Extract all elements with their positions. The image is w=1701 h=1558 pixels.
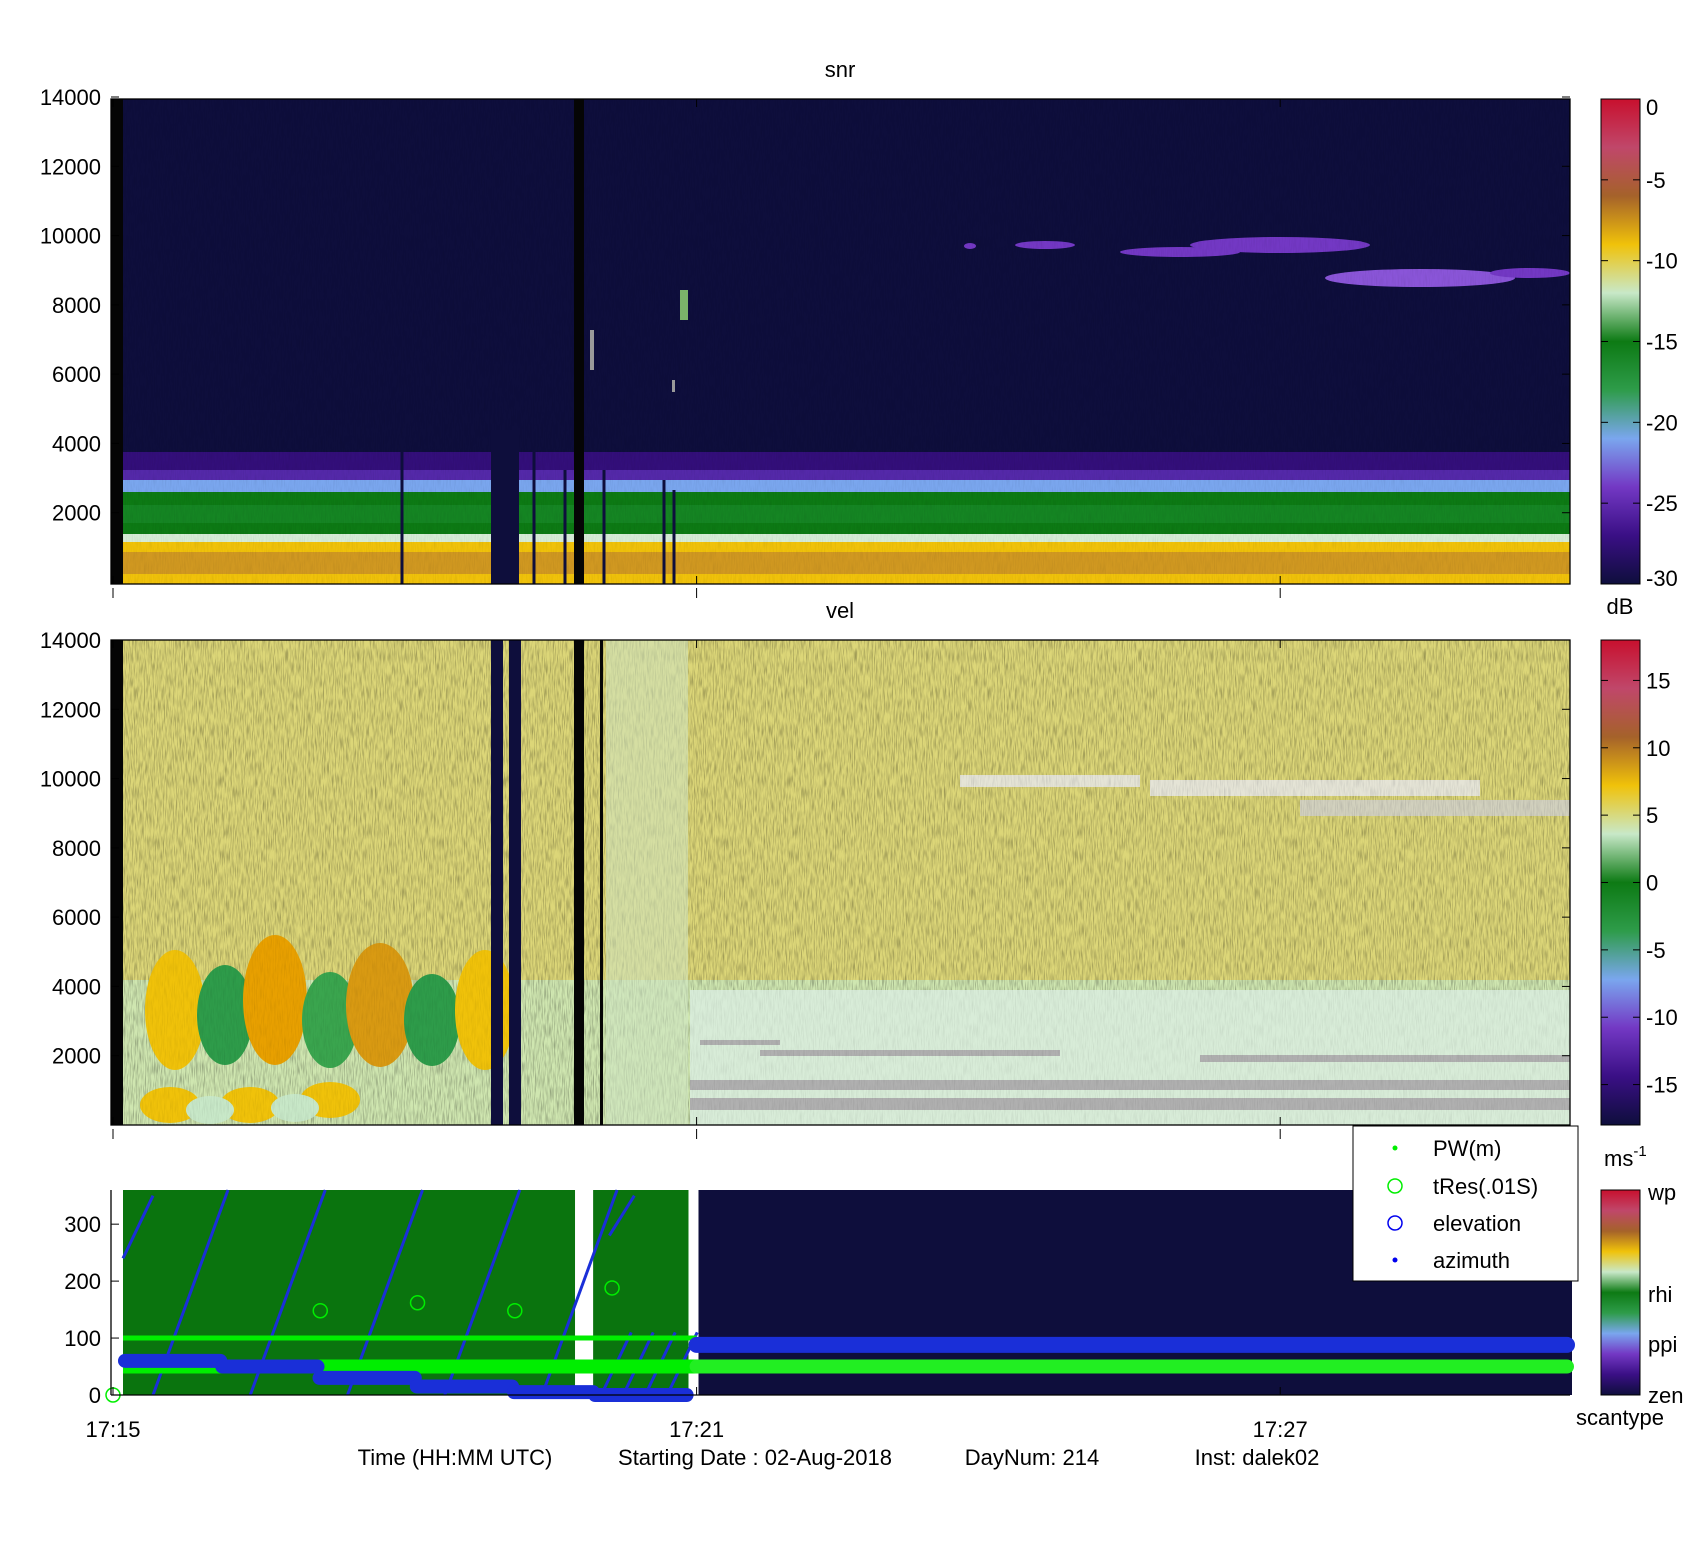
legend-marker-tres	[1387, 1178, 1403, 1194]
vel-cb-label: 0	[1646, 871, 1658, 896]
day-number: DayNum: 214	[965, 1445, 1100, 1470]
vel-cb-label: 10	[1646, 736, 1670, 761]
scantype-tick-rhi: rhi	[1648, 1282, 1672, 1307]
legend-item-elevation: elevation	[1387, 1211, 1521, 1236]
legend-label-tres: tRes(.01S)	[1433, 1174, 1538, 1199]
scan-ytick-label: 100	[64, 1326, 101, 1351]
vel-ytick-label: 6000	[52, 905, 101, 930]
azimuth-sweep	[121, 1195, 155, 1259]
snr-cb-label: -5	[1646, 168, 1666, 193]
scan-xtick-label: 17:21	[669, 1417, 724, 1442]
scantype-colorbar-label: scantype	[1576, 1405, 1664, 1430]
snr-panel: snr	[40, 57, 1571, 598]
scan-ytick-label: 300	[64, 1212, 101, 1237]
legend-item-tres: tRes(.01S)	[1387, 1174, 1538, 1199]
legend-label-elevation: elevation	[1433, 1211, 1521, 1236]
vel-ytick-label: 12000	[40, 697, 101, 722]
vel-gap-1	[491, 640, 503, 1125]
vel-gap-4	[600, 640, 603, 1125]
snr-cb-label: -20	[1646, 410, 1678, 435]
scantype-tick-ppi: ppi	[1648, 1332, 1677, 1357]
snr-cb-label: -25	[1646, 491, 1678, 516]
vel-cb-label: 5	[1646, 803, 1658, 828]
snr-ytick-label: 12000	[40, 154, 101, 179]
tres-point	[507, 1302, 523, 1319]
vel-title: vel	[826, 598, 854, 623]
vel-ytick-label: 10000	[40, 767, 101, 792]
scan-xtick-label: 17:27	[1253, 1417, 1308, 1442]
snr-gap-left	[111, 99, 123, 584]
vel-x-ticks	[112, 640, 1281, 1139]
vel-colorbar: 15 10 5 0 -5 -10 -15 ms-1	[1600, 639, 1678, 1171]
vel-cb-label: -10	[1646, 1005, 1678, 1030]
vel-cb-label: -15	[1646, 1073, 1678, 1098]
snr-cb-label: -30	[1646, 566, 1678, 591]
scan-legend: PW(m) tRes(.01S) elevation azimuth	[1352, 1125, 1579, 1282]
snr-cb-label: 0	[1646, 95, 1658, 120]
snr-ytick-label: 6000	[52, 362, 101, 387]
vel-panel: vel	[40, 598, 1571, 1139]
scan-y-ticks: 0 100 200 300	[64, 1212, 119, 1408]
vel-ytick-label: 2000	[52, 1044, 101, 1069]
legend-label-pw: PW(m)	[1433, 1136, 1501, 1161]
scan-x-ticks: 17:15 17:21 17:27	[85, 1387, 1308, 1442]
snr-ytick-label: 10000	[40, 224, 101, 249]
figure-footer: Time (HH:MM UTC) Starting Date : 02-Aug-…	[358, 1445, 1320, 1470]
snr-ytick-label: 4000	[52, 431, 101, 456]
scan-ytick-label: 200	[64, 1269, 101, 1294]
vel-ytick-label: 8000	[52, 836, 101, 861]
scan-elevation-series	[118, 1336, 1575, 1402]
snr-ytick-label: 8000	[52, 293, 101, 318]
vel-axes-box	[110, 639, 1571, 1126]
legend-item-azimuth: azimuth	[1392, 1248, 1510, 1273]
vel-faded-region	[606, 640, 688, 1125]
snr-ytick-label: 2000	[52, 501, 101, 526]
snr-heatmap	[111, 99, 1570, 584]
legend-item-pw: PW(m)	[1392, 1136, 1501, 1161]
legend-label-azimuth: azimuth	[1433, 1248, 1510, 1273]
vel-ytick-label: 14000	[40, 628, 101, 653]
snr-cb-label: -10	[1646, 249, 1678, 274]
snr-gap-2	[574, 99, 584, 584]
vel-cb-label: -5	[1646, 938, 1666, 963]
starting-date: Starting Date : 02-Aug-2018	[618, 1445, 892, 1470]
vel-gap-3	[574, 640, 584, 1125]
vel-y-ticks: 2000 4000 6000 8000 10000 12000 14000	[40, 628, 1570, 1069]
snr-colorbar: 0 -5 -10 -15 -20 -25 -30 dB	[1600, 95, 1678, 619]
vel-cb-label: 15	[1646, 668, 1670, 693]
scan-panel: 0 100 200 300 17:15 17:21 17:27 PW(m) tRes(.0…	[64, 1125, 1579, 1442]
snr-cb-label: -15	[1646, 330, 1678, 355]
vel-heatmap	[111, 640, 1570, 1125]
scantype-tick-wp: wp	[1647, 1180, 1676, 1205]
scantype-tick-zen: zen	[1648, 1383, 1683, 1408]
snr-title: snr	[825, 57, 856, 82]
azimuth-sweep	[608, 1194, 636, 1237]
legend-marker-elevation	[1387, 1215, 1403, 1231]
tres-point	[604, 1280, 620, 1296]
legend-marker-pw	[1392, 1145, 1398, 1151]
tres-point	[312, 1302, 329, 1319]
instrument: Inst: dalek02	[1195, 1445, 1320, 1470]
vel-colorbar-unit: ms-1	[1604, 1143, 1647, 1171]
vel-gap-left	[111, 640, 123, 1125]
snr-x-ticks	[112, 99, 1281, 598]
tres-point	[409, 1295, 426, 1311]
scantype-colorbar: wp rhi ppi zen scantype	[1576, 1180, 1684, 1430]
scan-xtick-label: 17:15	[85, 1417, 140, 1442]
snr-y-ticks: 2000 4000 6000 8000 10000 12000 14000	[40, 85, 1570, 526]
scan-tres-series	[105, 1280, 1574, 1403]
time-axis-label: Time (HH:MM UTC)	[358, 1445, 553, 1470]
legend-marker-azimuth	[1392, 1257, 1398, 1263]
snr-colorbar-unit: dB	[1607, 594, 1634, 619]
vel-ytick-label: 4000	[52, 974, 101, 999]
scan-ytick-label: 0	[89, 1383, 101, 1408]
vel-gap-2	[509, 640, 521, 1125]
snr-ytick-label: 14000	[40, 85, 101, 110]
snr-axes-box	[110, 98, 1571, 585]
snr-gap-1	[491, 430, 519, 584]
